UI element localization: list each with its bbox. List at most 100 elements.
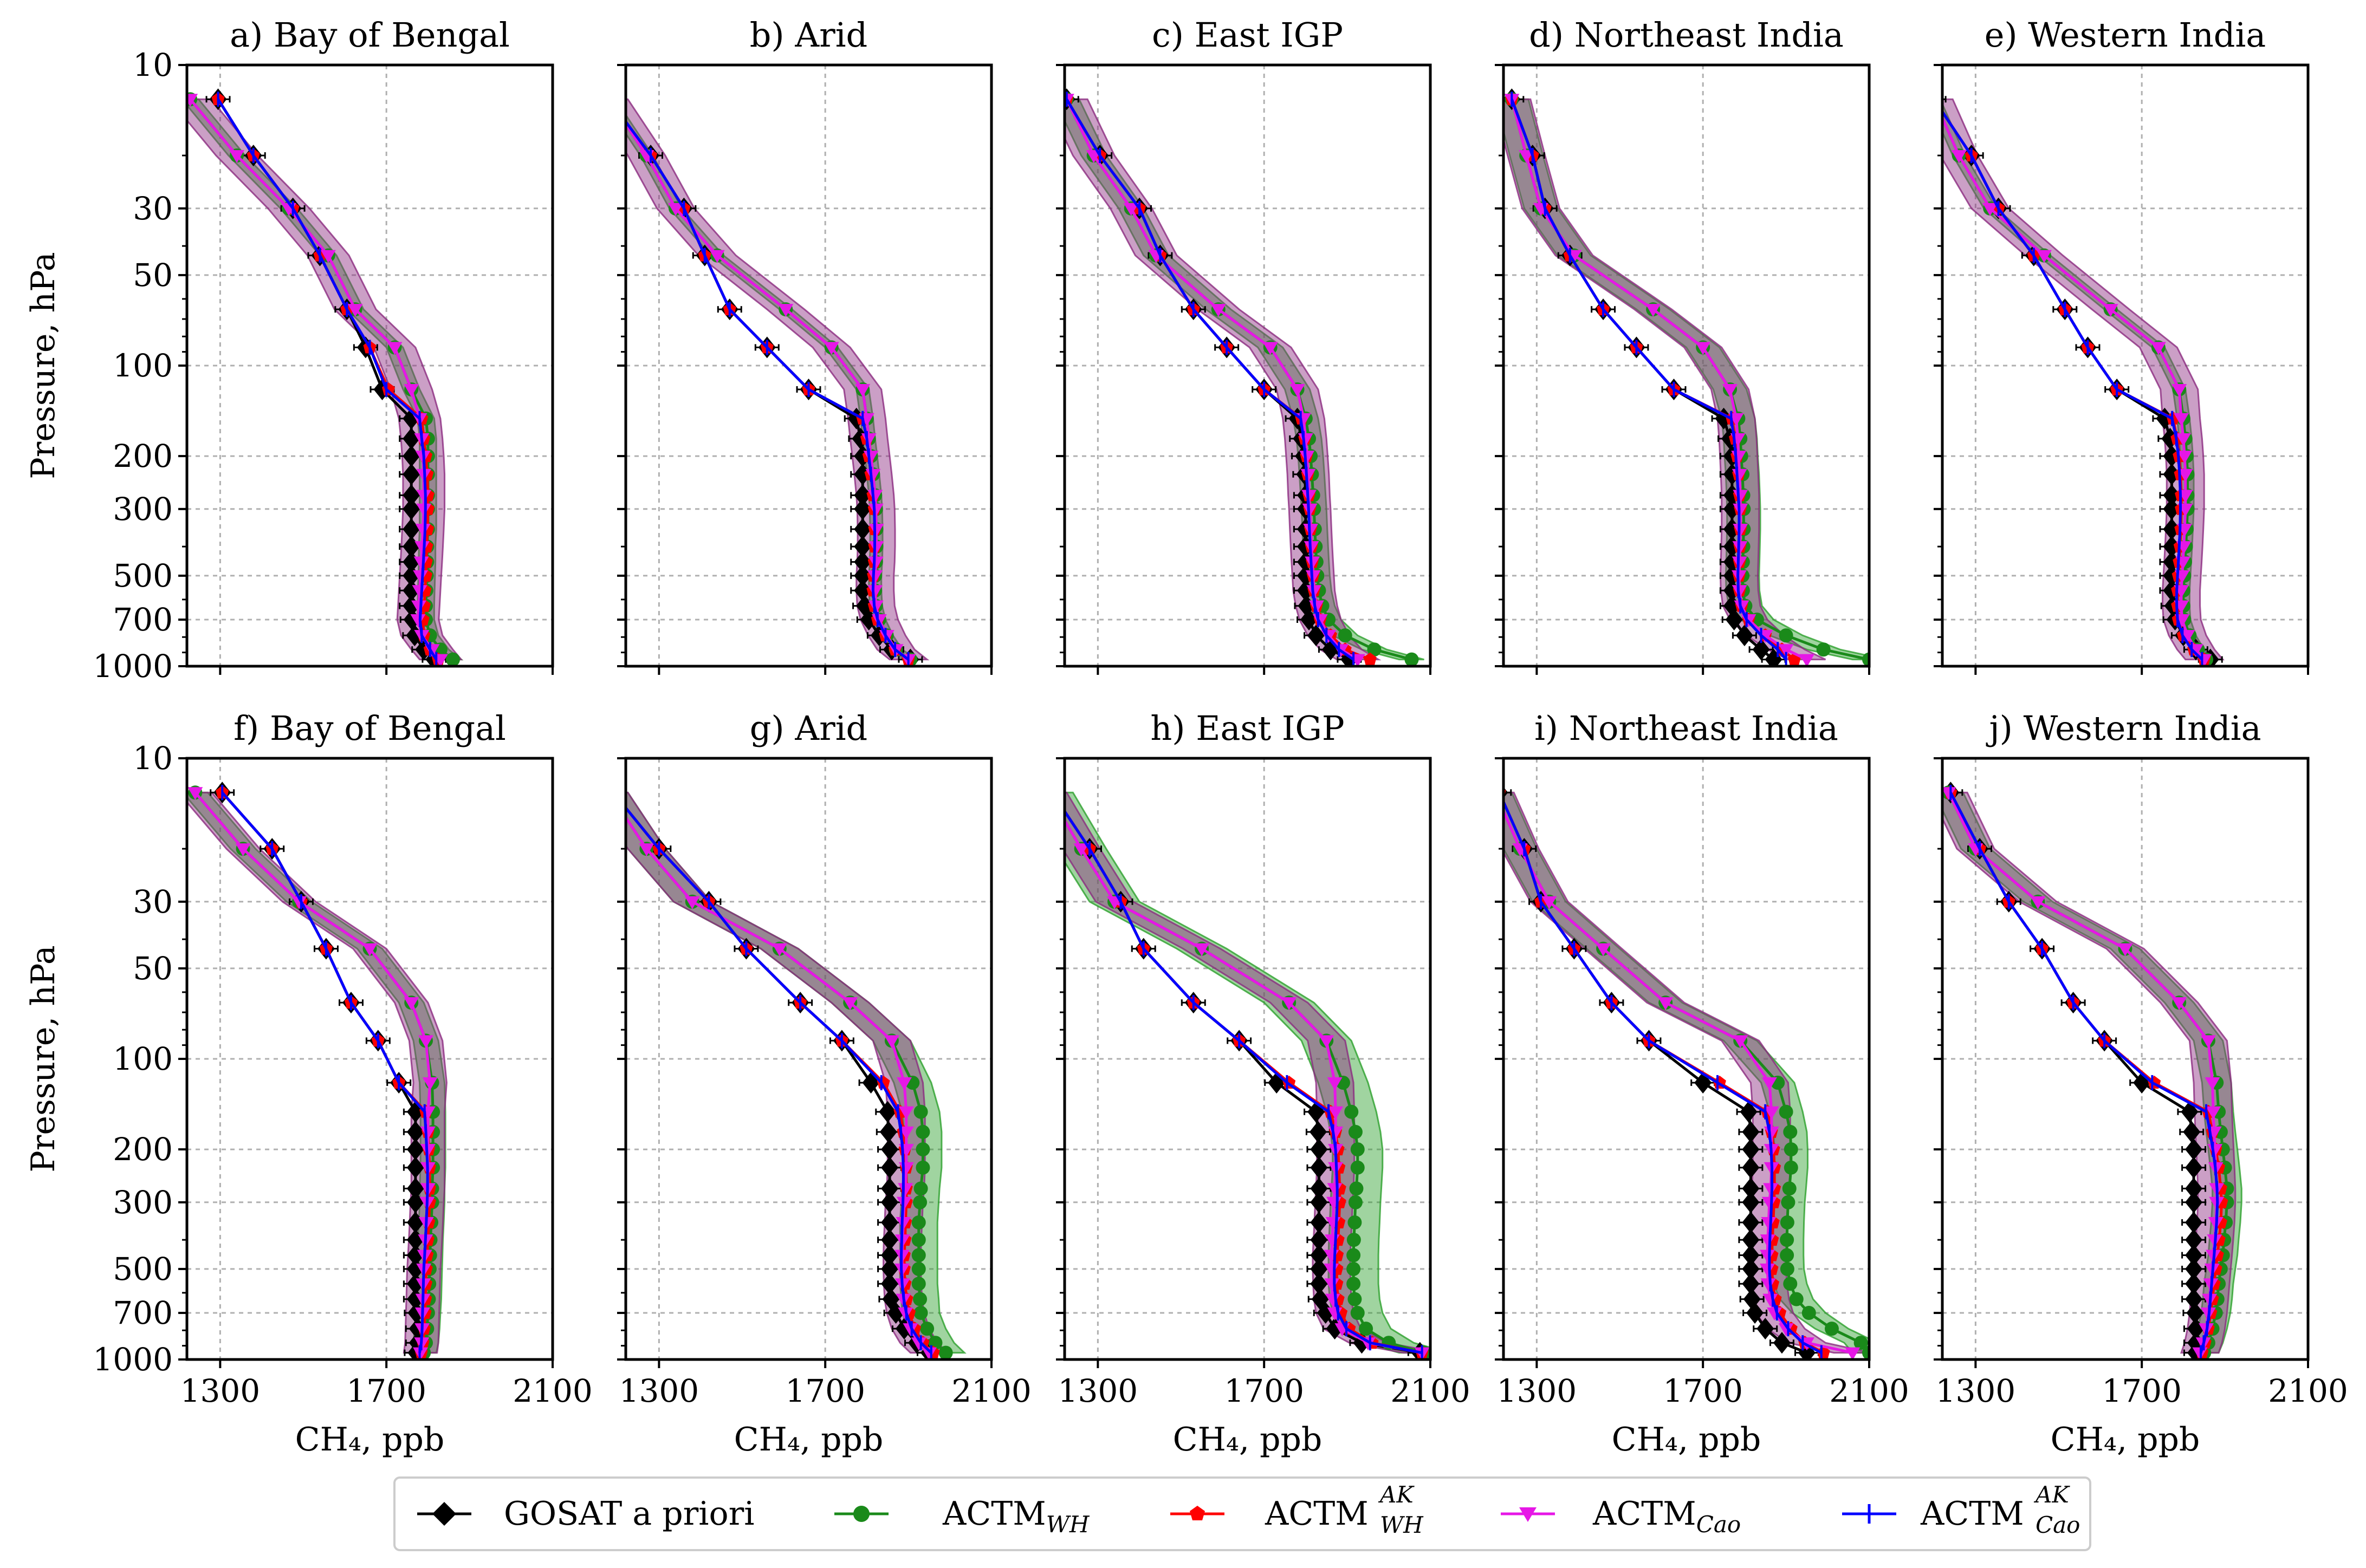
point-actm-cao-c-8 xyxy=(1298,433,1313,446)
point-gosat-e-11 xyxy=(2163,484,2181,506)
point-actm-wh-g-9 xyxy=(916,1142,930,1157)
point-gosat-i-9 xyxy=(1742,1138,1760,1161)
point-gosat-g-11 xyxy=(881,1177,899,1200)
gridlines-h xyxy=(1065,758,1430,1359)
point-actm-wh-d-20 xyxy=(1779,628,1793,643)
point-actm-cao-i-20 xyxy=(1778,1323,1794,1337)
point-actm-wh-i-18 xyxy=(1789,1292,1804,1306)
point-actm-wh-h-14 xyxy=(1346,1233,1361,1247)
point-actm-cao-b-3 xyxy=(709,250,725,263)
point-actm-cao-e-0 xyxy=(1927,94,1942,107)
point-gosat-i-13 xyxy=(1742,1211,1760,1233)
y-axis-label-bottom: Pressure, hPa xyxy=(24,945,62,1172)
point-actm-wh-g-19 xyxy=(913,1306,928,1320)
point-actm-cao-i-5 xyxy=(1733,1035,1748,1049)
legend-label-wh-ak-sub: WH xyxy=(1380,1512,1424,1538)
point-actm-wh-h-10 xyxy=(1350,1160,1365,1175)
point-actm-wh-h-11 xyxy=(1349,1181,1364,1196)
point-actm-wh-g-18 xyxy=(913,1292,928,1306)
x-tick-label-i-2100: 2100 xyxy=(1829,1372,1909,1409)
point-actm-cao-b-18 xyxy=(868,600,884,614)
point-gosat-g-0 xyxy=(605,782,622,803)
y-tick-label-a-10: 10 xyxy=(133,47,173,83)
point-actm-cao-i-18 xyxy=(1762,1293,1778,1307)
point-actm-cao-c-6 xyxy=(1289,383,1305,397)
point-actm-cao-g-4 xyxy=(842,997,858,1011)
point-actm-cao-i-15 xyxy=(1760,1250,1775,1263)
point-actm-cao-d-11 xyxy=(1733,490,1748,503)
plot-area-d xyxy=(1503,88,1869,666)
point-gosat-g-13 xyxy=(881,1211,899,1233)
panel-title-b: b) Arid xyxy=(750,15,868,55)
point-actm-cao-i-2 xyxy=(1541,896,1557,909)
legend-marker-wh xyxy=(853,1506,870,1522)
point-actm-cao-i-16 xyxy=(1760,1263,1775,1277)
point-actm-wh-g-17 xyxy=(911,1277,926,1291)
point-actm-wh-a-22 xyxy=(445,652,460,666)
gridlines-f xyxy=(187,758,553,1359)
plot-area-c xyxy=(1065,88,1424,666)
series-actm-wh-f xyxy=(188,785,440,1359)
point-gosat-j-17 xyxy=(2185,1273,2203,1295)
series-actm-cao-ak-j xyxy=(1949,785,2219,1359)
point-actm-wh-g-8 xyxy=(916,1124,930,1139)
panel-c: c) East IGP xyxy=(1056,15,1432,675)
legend-label-cao-ak-sup: AK xyxy=(2033,1481,2070,1508)
band-actm-cao-b xyxy=(626,98,930,661)
point-actm-cao-i-12 xyxy=(1761,1196,1777,1210)
point-actm-wh-g-13 xyxy=(911,1215,926,1229)
point-gosat-e-13 xyxy=(2163,518,2181,540)
point-gosat-i-14 xyxy=(1742,1229,1760,1251)
point-gosat-h-7 xyxy=(1307,1101,1325,1123)
point-actm-cao-g-0 xyxy=(601,787,617,800)
point-gosat-j-15 xyxy=(2185,1244,2203,1266)
point-gosat-i-19 xyxy=(1746,1302,1764,1324)
point-actm-cao-h-6 xyxy=(1327,1077,1343,1090)
point-actm-cao-g-1 xyxy=(639,843,654,857)
point-gosat-j-13 xyxy=(2185,1211,2203,1233)
series-actm-wh-d xyxy=(1505,92,1869,666)
point-actm-cao-c-10 xyxy=(1300,469,1316,482)
point-gosat-g-12 xyxy=(881,1191,899,1213)
point-actm-wh-i-12 xyxy=(1781,1195,1795,1209)
point-actm-cao-h-3 xyxy=(1194,943,1210,957)
point-gosat-f-8 xyxy=(406,1121,424,1143)
point-gosat-j-7 xyxy=(2181,1101,2199,1123)
panel-title-j: j) Western India xyxy=(1986,708,2261,748)
point-actm-wh-h-0 xyxy=(1041,785,1055,799)
point-gosat-d-22 xyxy=(1765,648,1782,666)
point-actm-cao-a-14 xyxy=(414,541,430,555)
point-gosat-i-12 xyxy=(1742,1191,1760,1213)
x-tick-label-g-2100: 2100 xyxy=(951,1372,1032,1409)
point-actm-cao-a-12 xyxy=(416,503,432,517)
legend: GOSAT a priori ACTMWH ACTM AK WH ACTMCao… xyxy=(393,1476,2091,1551)
x-tick-label-g-1700: 1700 xyxy=(785,1372,865,1409)
point-gosat-j-14 xyxy=(2185,1229,2203,1251)
point-actm-cao-i-6 xyxy=(1761,1077,1777,1090)
point-actm-wh-i-16 xyxy=(1780,1261,1794,1276)
point-actm-cao-i-19 xyxy=(1767,1307,1782,1321)
point-gosat-e-0 xyxy=(1942,99,1943,100)
plot-area-b xyxy=(626,98,930,666)
point-actm-cao-e-9 xyxy=(2177,451,2193,464)
point-actm-cao-a-19 xyxy=(410,614,426,628)
panel-j: 1300 1700 2100 CH₄, ppb j) Western India xyxy=(1934,708,2348,1459)
point-actm-cao-a-15 xyxy=(413,556,429,570)
point-gosat-b-17 xyxy=(854,580,872,602)
legend-frame xyxy=(393,1476,2091,1551)
point-gosat-j-11 xyxy=(2185,1177,2203,1200)
point-actm-cao-e-2 xyxy=(1982,203,1998,216)
point-actm-cao-h-4 xyxy=(1281,997,1297,1011)
series-actm-cao-ak-e xyxy=(1942,109,2203,666)
point-actm-cao-f-1 xyxy=(235,843,251,857)
point-actm-wh-g-0 xyxy=(602,785,616,799)
point-actm-cao-i-13 xyxy=(1761,1216,1777,1230)
y-tick-label-a-1000: 1000 xyxy=(93,648,173,685)
series-actm-cao-ak-g xyxy=(626,805,932,1359)
plot-area-f xyxy=(187,782,448,1359)
point-gosat-h-11 xyxy=(1310,1177,1328,1200)
point-gosat-j-12 xyxy=(2185,1191,2203,1213)
x-tick-label-i-1300: 1300 xyxy=(1497,1372,1577,1409)
point-actm-cao-a-13 xyxy=(415,523,431,537)
